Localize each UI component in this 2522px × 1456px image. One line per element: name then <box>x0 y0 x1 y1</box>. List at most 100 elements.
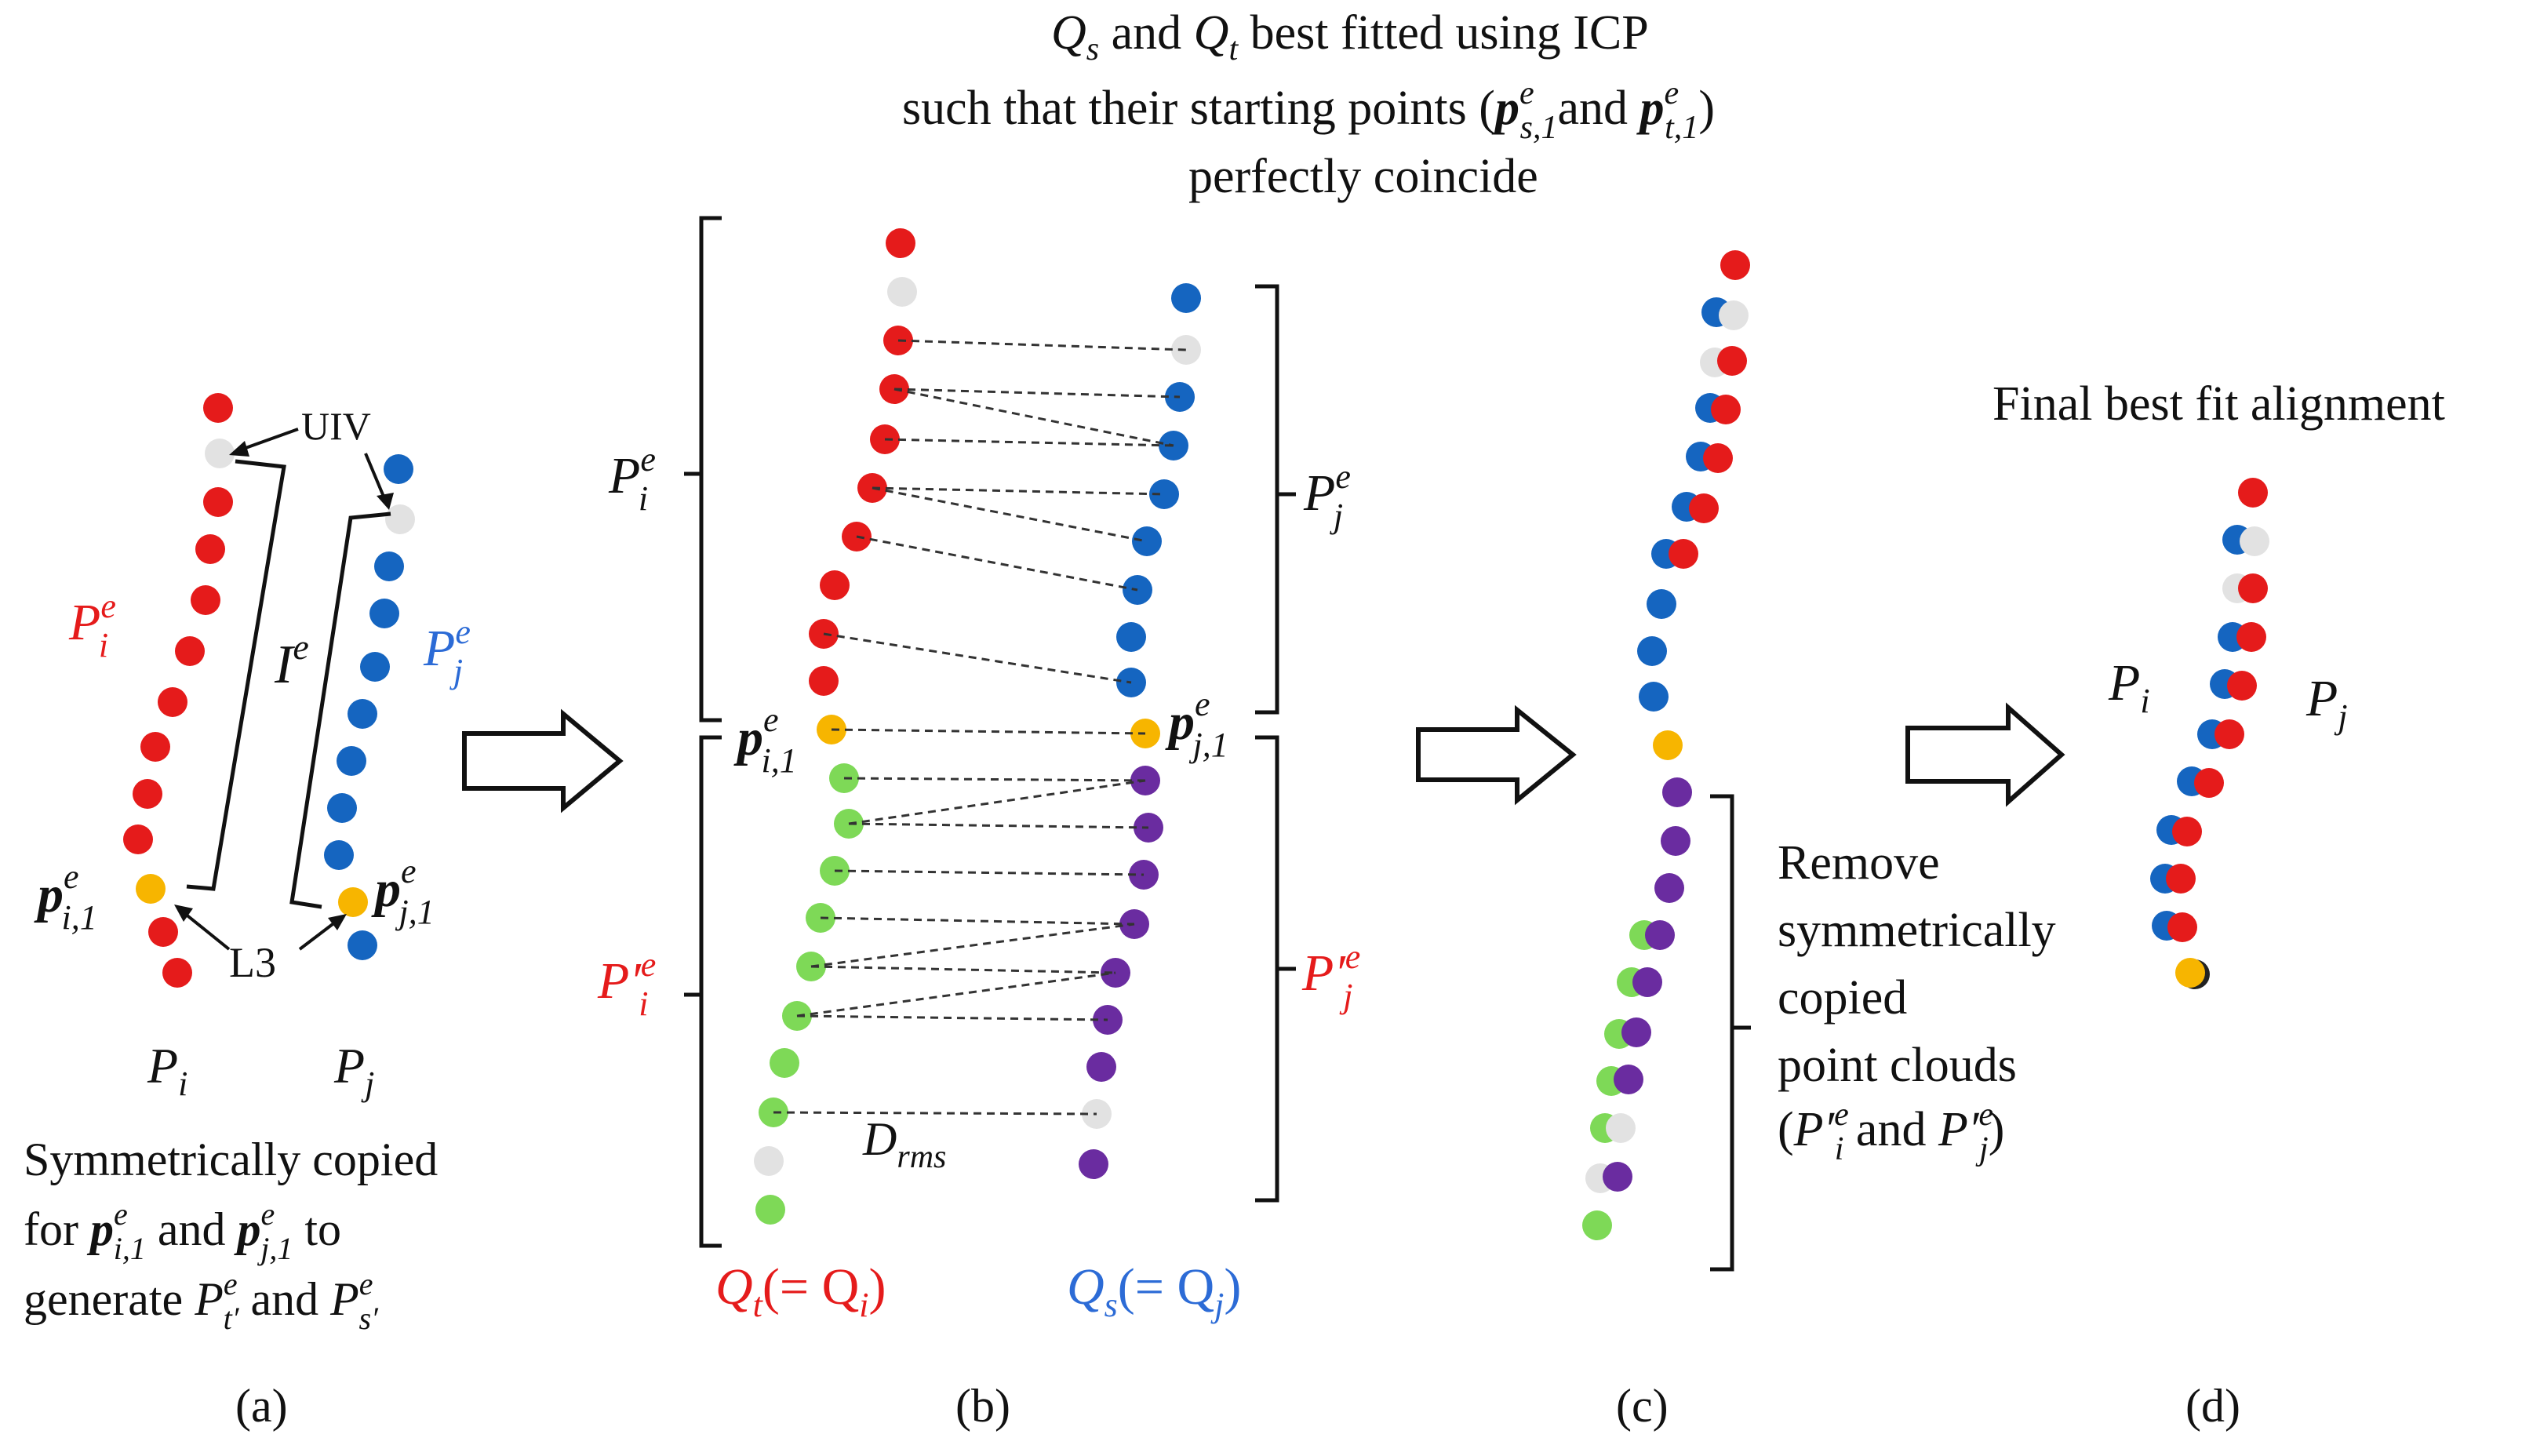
final-point-front <box>2240 526 2269 556</box>
final-point-front <box>2214 719 2244 749</box>
caption-a: (a) <box>235 1380 288 1432</box>
correspondence-line <box>884 438 1174 447</box>
pj-point <box>337 746 366 776</box>
aligned-point-front <box>1703 443 1733 473</box>
l3-arrowhead-left <box>174 905 193 922</box>
aligned-point-front <box>1669 539 1698 569</box>
qs-label: Qs(= Qj) <box>1067 1258 1241 1324</box>
p-j1-label-b: pe j,1 <box>1165 685 1228 764</box>
uiv-label: UIV <box>301 404 371 448</box>
aligned-point <box>1637 636 1667 666</box>
final-point-front <box>2236 622 2266 652</box>
pie-label-a: Pe i <box>68 587 116 664</box>
uiv-arrow-right <box>364 453 388 503</box>
caption-b: (b) <box>955 1380 1010 1432</box>
pj-point <box>348 930 377 960</box>
correspondence-line <box>856 535 1138 592</box>
pje-label-a: Pe j <box>423 613 471 690</box>
aligned-point-front <box>1632 967 1662 997</box>
qt-point <box>755 1195 785 1225</box>
qs-point <box>1171 283 1201 313</box>
title-line-3: perfectly coincide <box>1188 150 1538 203</box>
correspondence-line <box>831 728 1146 735</box>
bracket-pje <box>1255 284 1296 715</box>
p-i1-label-a: pe i,1 <box>34 857 97 937</box>
arrow-a-to-b <box>462 708 624 814</box>
correspondence-line <box>848 822 1149 829</box>
pi-point <box>191 585 220 615</box>
uiv-arrow-left <box>236 428 299 453</box>
final-point <box>2238 478 2268 508</box>
panel-a: UIV L3 Ie Pe i Pe j pe i,1 pe j,1 Pi Pj Symm… <box>24 404 471 1432</box>
ie-bracket-left <box>186 459 286 891</box>
pi-point <box>203 393 233 423</box>
correspondence-line <box>796 971 1116 1017</box>
final-title: Final best fit alignment <box>1992 377 2445 431</box>
desc-line-2: for pe i,1 and pe j,1 to <box>24 1196 341 1266</box>
pj-label-d: Pj <box>2305 670 2348 736</box>
pi-point <box>148 917 178 947</box>
ppje-label-b: P′e j <box>1301 937 1360 1015</box>
pj-label-a: Pj <box>333 1038 374 1103</box>
qt-label: Qt(= Qi) <box>715 1258 886 1324</box>
pj-point <box>338 887 368 917</box>
qs-point <box>1079 1149 1108 1179</box>
final-point-front <box>2167 912 2197 942</box>
ppie-label-b: P′e i <box>597 945 656 1023</box>
l3-arrow-right <box>298 918 340 951</box>
correspondence-line <box>893 388 1174 447</box>
pi-label-a: Pi <box>147 1038 187 1103</box>
final-point-back <box>2175 958 2205 988</box>
pi-point <box>133 779 162 809</box>
qt-point <box>887 277 917 307</box>
pi-point <box>203 487 233 517</box>
correspondence-line <box>872 486 1165 496</box>
pi-point <box>162 958 192 988</box>
qs-point <box>1132 526 1162 556</box>
remove-line-2: symmetrically <box>1778 904 2056 957</box>
correspondence-line <box>820 916 1135 926</box>
correspondence-line <box>823 632 1132 684</box>
correspondence-line <box>843 777 1146 782</box>
arrow-c-to-d <box>1905 702 2065 807</box>
aligned-point-front <box>1719 300 1749 330</box>
remove-line-3: copied <box>1778 971 1907 1025</box>
pj-point <box>384 454 413 484</box>
bracket-pie <box>684 216 722 723</box>
panel-d: Final best fit alignment Pi Pj (d) <box>1992 377 2445 1432</box>
pi-point <box>175 636 205 666</box>
panel-d-point-clouds <box>2150 478 2269 989</box>
aligned-point <box>1653 730 1683 760</box>
correspondence-line <box>810 965 1116 974</box>
aligned-point-front <box>1689 493 1719 523</box>
final-point-front <box>2238 573 2268 603</box>
pi-point <box>205 439 235 468</box>
panel-b-point-clouds <box>754 228 1201 1225</box>
qt-point <box>809 666 839 696</box>
desc-line-1: Symmetrically copied <box>24 1134 438 1185</box>
aligned-point-front <box>1614 1065 1643 1094</box>
pi-point <box>136 874 166 904</box>
pi-label-d: Pi <box>2108 654 2150 720</box>
pj-point <box>348 699 377 729</box>
pj-point <box>374 551 404 581</box>
aligned-point <box>1661 826 1690 856</box>
pj-point <box>385 504 415 534</box>
p-j1-label-a: pe j,1 <box>371 852 435 931</box>
correspondence-line <box>872 486 1148 543</box>
panel-b: Qs and Qt best fitted using ICP such tha… <box>597 6 1715 1432</box>
aligned-point <box>1662 777 1692 807</box>
pi-point <box>195 534 225 564</box>
panel-b-correspondence-lines <box>773 339 1187 1116</box>
caption-c: (c) <box>1616 1380 1669 1432</box>
pi-point <box>158 687 187 717</box>
correspondence-line <box>796 1014 1108 1021</box>
ie-label: Ie <box>274 627 309 695</box>
arrow-b-to-c <box>1416 704 1577 806</box>
bracket-remove <box>1710 794 1751 1272</box>
aligned-point <box>1647 589 1676 619</box>
pje-label-b: Pe j <box>1303 457 1351 535</box>
aligned-point-front <box>1606 1113 1636 1143</box>
